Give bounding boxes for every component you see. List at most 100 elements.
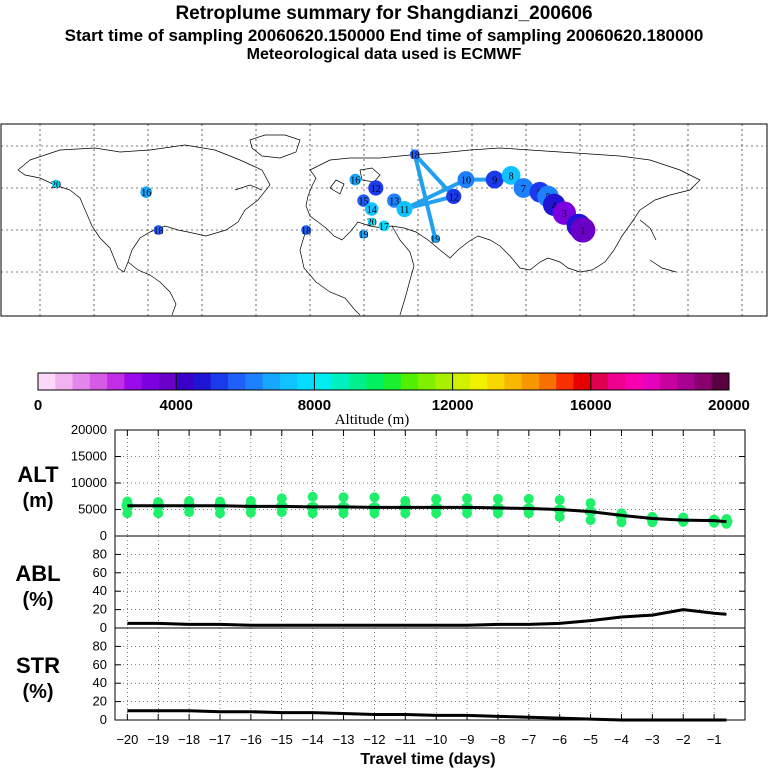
plume-dot-label: 12 xyxy=(449,192,459,203)
x-tick-label: −8 xyxy=(491,732,506,747)
altitude-spread-point xyxy=(492,493,503,504)
map-graticule xyxy=(1,124,767,316)
colorbar-swatch xyxy=(366,373,384,390)
plume-dot: 16 xyxy=(349,173,362,187)
plume-dot-marker xyxy=(52,179,60,188)
altitude-spread-point xyxy=(215,508,225,519)
x-tick-label: −10 xyxy=(425,732,447,747)
plume-dot-marker xyxy=(387,193,402,208)
colorbar-swatch xyxy=(625,373,644,390)
colorbar-swatch xyxy=(418,373,436,390)
colorbar-swatch xyxy=(400,373,419,390)
y-tick-label: 20 xyxy=(93,602,107,617)
altitude-spread-point xyxy=(554,494,565,505)
colorbar-swatch xyxy=(521,373,540,390)
colorbar-swatch xyxy=(573,373,592,390)
altitude-spread-point xyxy=(245,496,256,507)
plume-dot-label: 16 xyxy=(141,188,151,199)
y-tick-label: 60 xyxy=(93,565,107,580)
colorbar-swatch xyxy=(107,373,125,390)
altitude-spread-point xyxy=(369,492,380,503)
y-tick-label: 80 xyxy=(93,546,107,561)
plume-dot-marker xyxy=(446,188,462,204)
plume-dot-marker xyxy=(153,225,164,235)
colorbar-swatch xyxy=(262,373,281,390)
altitude-spread-point xyxy=(400,496,411,507)
x-tick-label: −5 xyxy=(583,732,598,747)
plume-dot: 13 xyxy=(387,193,402,208)
colorbar-swatch xyxy=(590,373,609,390)
colorbar-swatch xyxy=(642,373,661,390)
altitude-spread-point xyxy=(338,492,349,503)
plume-dot: 20 xyxy=(367,217,377,229)
plume-dot: 7 xyxy=(513,178,534,198)
x-tick-label: −3 xyxy=(645,732,660,747)
plume-dot-label: 10 xyxy=(461,176,471,187)
colorbar-swatch xyxy=(141,373,160,390)
panel-unit: (m) xyxy=(22,490,53,512)
colorbar-swatch xyxy=(176,373,194,390)
panel-str: 80 60 40 20 0 STR (%) xyxy=(16,627,746,727)
y-tick-label: 10000 xyxy=(71,475,107,490)
time-series-panels: 20000 15000 10000 5000 0 ALT (m) 80 60 40 20 0 ABL (%… xyxy=(15,422,746,747)
plume-dot-marker xyxy=(485,170,504,189)
plume-dot-label: 16 xyxy=(350,176,360,187)
colorbar-swatch xyxy=(659,373,678,390)
altitude-spread-point xyxy=(184,496,195,507)
x-tick-label: −11 xyxy=(395,732,416,747)
plume-dot: 19 xyxy=(359,229,369,241)
plume-dot-label: 18 xyxy=(301,226,311,237)
plume-dot: 16 xyxy=(140,186,152,199)
altitude-colorbar: 0 4000 8000 12000 16000 20000 xyxy=(34,372,750,414)
y-tick-label: 5000 xyxy=(78,502,107,517)
colorbar-swatch xyxy=(228,373,246,390)
plume-dot-label: 20 xyxy=(51,180,61,191)
panel-unit: (%) xyxy=(22,589,53,611)
y-tick-label: 40 xyxy=(93,583,107,598)
panel-label: ABL xyxy=(15,561,60,586)
x-tick-label: −12 xyxy=(363,732,385,747)
colorbar-swatch xyxy=(348,373,367,390)
colorbar-swatch xyxy=(538,373,557,390)
colorbar-tick-label: 12000 xyxy=(432,397,474,414)
plume-dot-label: 19 xyxy=(430,234,440,245)
plume-dot-label: 9 xyxy=(492,176,497,187)
altitude-spread-point xyxy=(307,491,318,502)
altitude-spread-point xyxy=(523,493,534,504)
plume-dot-label: 13 xyxy=(389,197,399,208)
colorbar-frame xyxy=(37,372,730,391)
plume-dot-label: 12 xyxy=(371,184,381,195)
colorbar-tick-label: 4000 xyxy=(160,397,193,414)
colorbar-swatch xyxy=(383,373,402,390)
x-axis-label: Travel time (days) xyxy=(360,751,495,768)
sampling-times: Start time of sampling 20060620.150000 E… xyxy=(64,26,704,45)
colorbar-tick-label: 8000 xyxy=(298,397,331,414)
plume-dot-marker xyxy=(365,202,379,216)
plume-dot-marker xyxy=(513,178,534,198)
y-tick-label: 40 xyxy=(93,675,107,690)
colorbar-title: Altitude (m) xyxy=(335,412,410,428)
plume-dot: 12 xyxy=(368,180,384,196)
panel-label: ALT xyxy=(17,462,59,487)
x-tick-label: −20 xyxy=(116,732,138,747)
plume-dot-marker xyxy=(430,233,440,243)
colorbar-swatch xyxy=(55,373,74,390)
colorbar-swatch xyxy=(72,373,91,390)
altitude-spread-point xyxy=(431,493,442,504)
colorbar-swatch xyxy=(331,373,350,390)
x-tick-label: −4 xyxy=(614,732,629,747)
colorbar-swatch xyxy=(297,373,315,390)
plume-dot-marker xyxy=(357,194,370,207)
altitude-spread-point xyxy=(122,508,133,519)
altitude-spread-point xyxy=(585,515,596,526)
x-tick-label: −2 xyxy=(676,732,691,747)
y-tick-label: 80 xyxy=(93,638,107,653)
plume-dot-marker xyxy=(396,200,413,218)
plume-dot-label: 20 xyxy=(367,218,377,229)
plume-dot-label: 4 xyxy=(552,201,557,212)
plume-dot: 18 xyxy=(410,149,420,161)
plume-dot-marker xyxy=(378,220,390,232)
series-line-abl xyxy=(127,608,727,627)
plume-dot-marker xyxy=(359,229,368,239)
